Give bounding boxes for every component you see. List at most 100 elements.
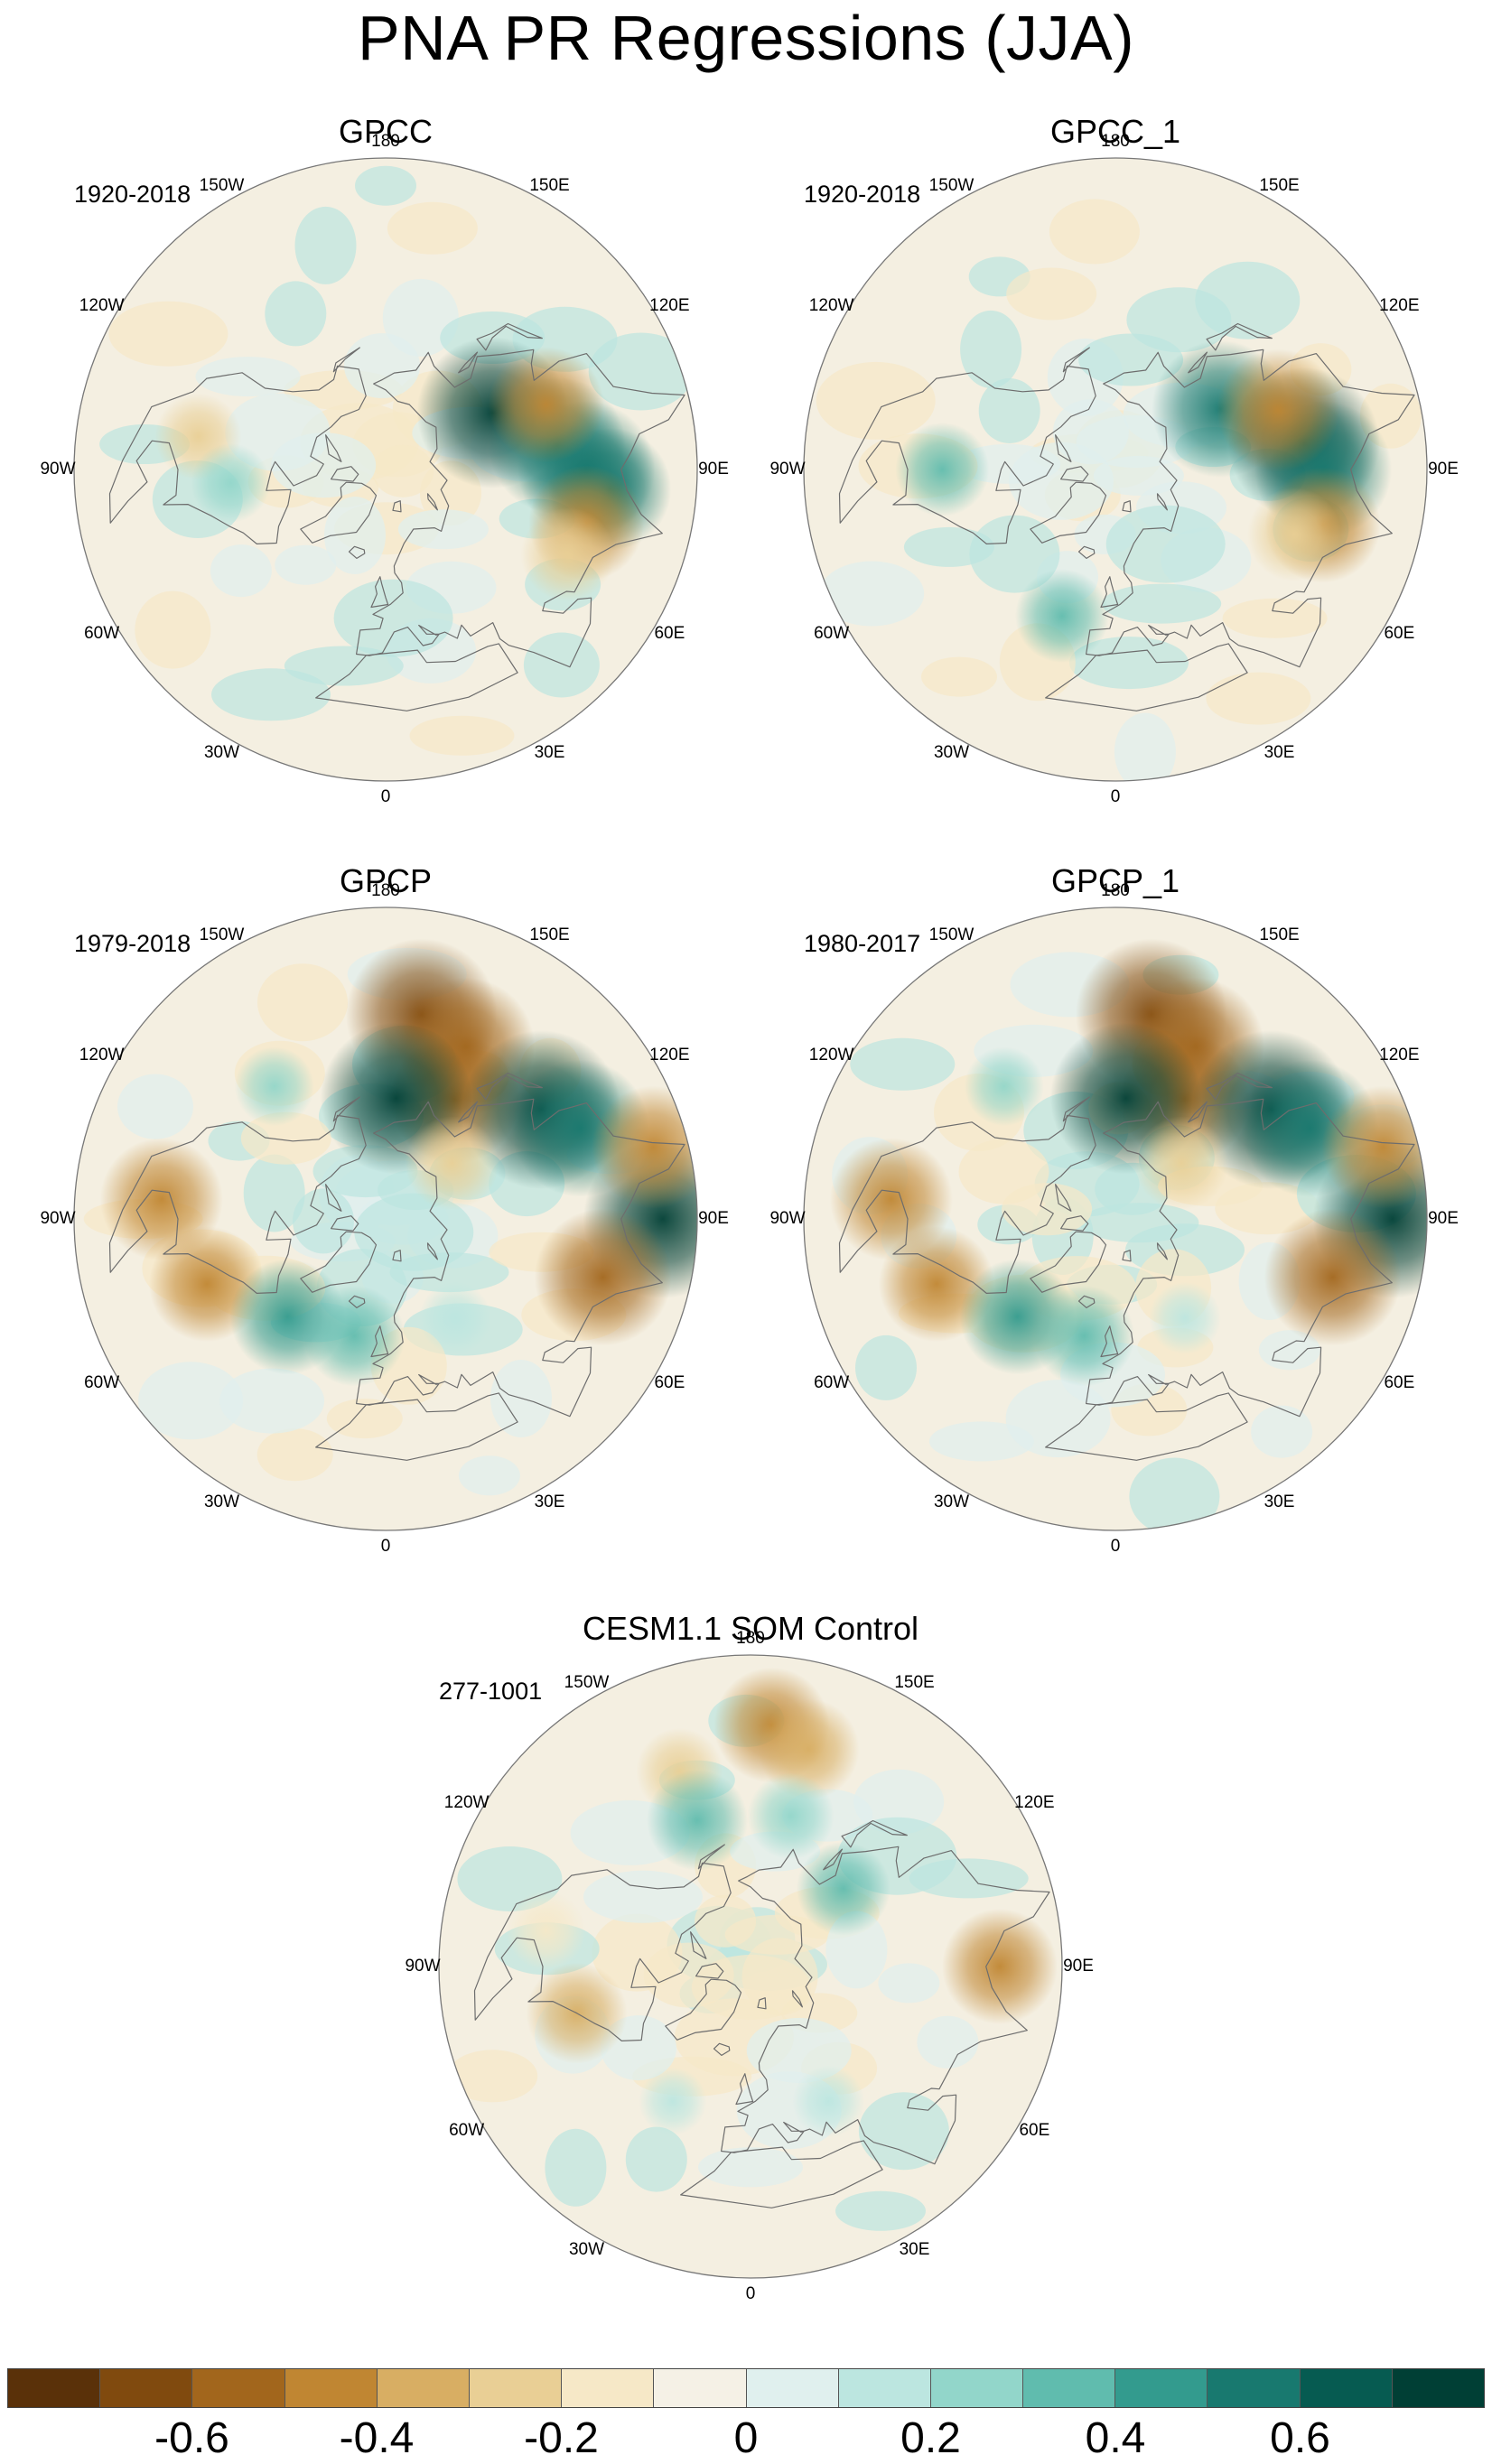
background-anomaly: [382, 278, 459, 357]
background-anomaly: [969, 515, 1060, 593]
polar-map: [438, 1654, 1063, 2279]
background-anomaly: [691, 1955, 811, 2020]
lon-30e-label: 30E: [899, 2240, 930, 2260]
coastline: [392, 500, 402, 513]
background-anomaly: [458, 1455, 520, 1496]
background-anomaly: [858, 2092, 949, 2171]
lon-150w-label: 150W: [928, 925, 974, 944]
lon-150w-label: 150W: [199, 925, 245, 944]
anomaly-blob: [747, 1772, 835, 1860]
panel-title: GPCP_1: [1050, 862, 1180, 899]
background-anomaly: [819, 561, 925, 627]
coastline: [331, 466, 359, 482]
background-anomaly: [523, 632, 600, 698]
colorbar-tick-label: 0: [733, 2414, 759, 2462]
colorbar-tick-label: 0.6: [1270, 2414, 1330, 2462]
background-anomaly: [1049, 199, 1140, 265]
background-anomaly: [1114, 712, 1176, 781]
panel-cesm-som-control: CESM1.1 SOM Control 277-1001 180 150E 120E…: [385, 1610, 1116, 2368]
background-anomaly: [326, 1399, 403, 1439]
coastline: [325, 434, 342, 462]
lon-120w-label: 120W: [808, 1045, 854, 1065]
lon-30w-label: 30W: [203, 743, 240, 763]
lon-0-label: 0: [380, 1537, 391, 1556]
background-anomaly: [853, 1769, 945, 1835]
colorbar-tick-label: -0.2: [524, 2414, 599, 2462]
lon-180-label: 180: [371, 881, 400, 900]
colorbar-tick-label: -0.4: [339, 2414, 415, 2462]
coastline: [1086, 1098, 1415, 1418]
background-anomaly: [724, 1914, 830, 1955]
map-field: [804, 158, 1427, 781]
coastline: [1188, 1101, 1208, 1123]
coastline: [315, 1392, 518, 1461]
anomaly-blob: [1033, 1285, 1135, 1387]
background-anomaly: [372, 444, 434, 497]
coastline: [695, 1963, 724, 1979]
background-anomaly: [117, 1074, 193, 1139]
lon-60w-label: 60W: [814, 623, 850, 643]
coastline: [1122, 500, 1132, 513]
map-border: [438, 1654, 1063, 2279]
lon-60w-label: 60W: [814, 1372, 850, 1392]
panel-period: 277-1001: [439, 1678, 543, 1705]
lon-60e-label: 60E: [654, 1372, 685, 1392]
lon-0-label: 0: [380, 787, 391, 806]
colorbar-swatch: [192, 2369, 285, 2407]
coastline: [108, 365, 367, 544]
colorbar-tick-label: -0.6: [154, 2414, 229, 2462]
coastline: [1100, 576, 1119, 609]
coastline: [356, 1098, 685, 1418]
panel-gpcc: GPCC 1920-2018 180 150E 120E 90E 60E 30E 0 30W 6…: [20, 113, 751, 871]
colorbar: -0.6 -0.4 -0.2 0 0.2 0.4 0.6: [7, 2368, 1485, 2462]
coastline: [791, 1990, 803, 2008]
background-anomaly: [409, 715, 515, 756]
background-anomaly: [928, 1421, 1034, 1462]
coastline: [348, 545, 366, 559]
background-anomaly: [284, 646, 404, 686]
polar-map: [73, 157, 698, 782]
anomaly-blob: [647, 1769, 748, 1871]
background-anomaly: [1206, 672, 1311, 725]
colorbar-tick-label: 0.4: [1085, 2414, 1146, 2462]
coastline: [392, 1250, 402, 1262]
anomaly-blob: [520, 507, 615, 601]
coastline: [1077, 1295, 1096, 1308]
lon-60w-label: 60W: [84, 1372, 120, 1392]
background-anomaly: [219, 1368, 325, 1434]
lon-60e-label: 60E: [654, 623, 685, 643]
background-anomaly: [1222, 598, 1328, 638]
lon-0-label: 0: [1110, 1537, 1121, 1556]
anomaly-blob: [895, 423, 990, 516]
lon-60e-label: 60E: [1019, 2120, 1050, 2140]
background-anomaly: [698, 2147, 803, 2188]
background-anomaly: [354, 1193, 474, 1271]
coastline: [458, 351, 479, 374]
background-anomaly: [1069, 637, 1189, 690]
panel-gpcc-1: GPCC_1 1920-2018 180 150E 120E 90E 60E 30E 0 30…: [750, 113, 1481, 871]
coastline: [1062, 1096, 1090, 1122]
coastline: [370, 576, 389, 609]
lon-90w-label: 90W: [769, 460, 806, 479]
coastline: [1156, 1242, 1168, 1260]
colorbar-boxes: [7, 2368, 1485, 2408]
background-anomaly: [921, 656, 997, 697]
anomaly-blob: [234, 1046, 314, 1127]
coastline: [713, 2042, 731, 2056]
coastline: [473, 1862, 732, 2041]
background-anomaly: [257, 963, 348, 1042]
background-anomaly: [1129, 1457, 1220, 1530]
coastline: [1100, 1325, 1119, 1358]
background-anomaly: [138, 1362, 244, 1440]
coastline: [1156, 493, 1168, 511]
background-anomaly: [545, 2128, 607, 2207]
map-border: [73, 907, 698, 1531]
anomaly-blob: [796, 1841, 891, 1936]
anomaly-blob: [303, 1285, 406, 1387]
background-anomaly: [243, 1154, 305, 1232]
lon-90w-label: 90W: [769, 1209, 806, 1228]
map-border: [803, 157, 1428, 782]
coastline: [838, 1114, 1096, 1294]
coastline: [325, 1184, 342, 1212]
anomaly-blob: [1247, 488, 1342, 582]
